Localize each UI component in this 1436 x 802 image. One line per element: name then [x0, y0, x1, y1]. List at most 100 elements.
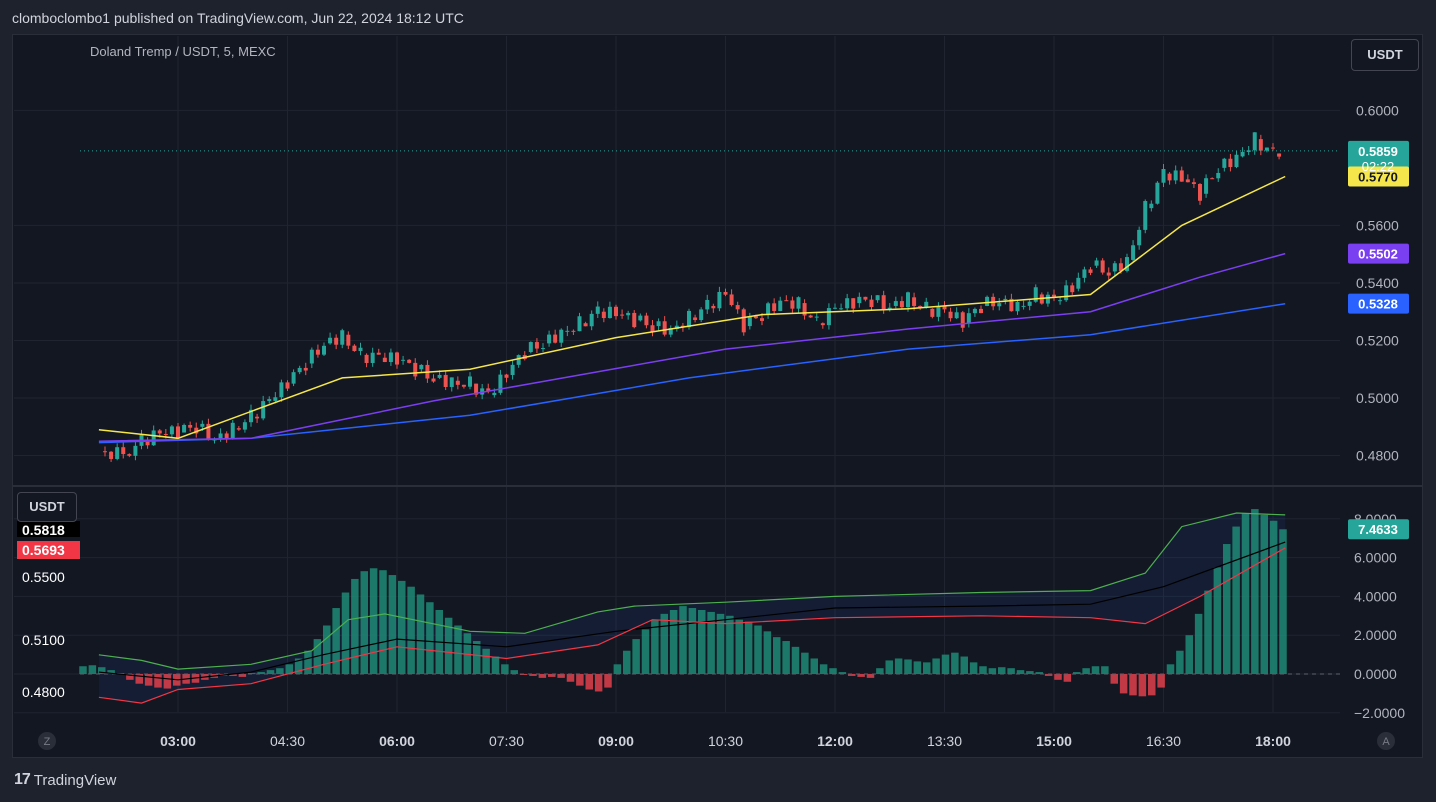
- a-button[interactable]: [1377, 732, 1395, 750]
- lower-currency-button[interactable]: USDT: [17, 492, 77, 522]
- candle-body: [626, 312, 631, 316]
- candle-body: [729, 294, 734, 306]
- candle-body: [1228, 158, 1233, 168]
- candle-body: [504, 374, 509, 378]
- histogram-bar: [416, 594, 425, 674]
- histogram-bar: [1176, 650, 1184, 674]
- candle-body: [717, 291, 722, 309]
- candle-body: [583, 323, 588, 327]
- histogram-bar: [323, 625, 331, 674]
- histogram-bar: [444, 617, 453, 674]
- histogram-bar: [135, 674, 143, 684]
- candle-body: [115, 447, 120, 459]
- candle-body: [954, 312, 959, 319]
- candle-body: [103, 451, 107, 453]
- histogram-bar: [566, 674, 575, 682]
- candle-body: [1131, 245, 1136, 260]
- candle-body: [972, 308, 977, 314]
- currency-button[interactable]: USDT: [1351, 39, 1419, 71]
- candle-body: [1161, 169, 1166, 183]
- candle-body: [1106, 272, 1111, 276]
- histogram-bar: [557, 674, 565, 678]
- histogram-bar: [829, 668, 837, 674]
- candle-body: [322, 345, 326, 355]
- histogram-bar: [707, 611, 715, 674]
- candle-body: [936, 306, 941, 317]
- osc-y-tick-label: 0.0000: [1354, 666, 1397, 682]
- candle-body: [1027, 301, 1032, 306]
- histogram-bar: [1138, 674, 1147, 697]
- histogram-bar: [1082, 668, 1090, 674]
- candle-body: [188, 424, 193, 428]
- histogram-bar: [1119, 674, 1128, 694]
- candle-body: [699, 309, 704, 321]
- left-scale-bg: [17, 541, 80, 559]
- histogram-bar: [763, 631, 772, 674]
- candle-body: [881, 295, 886, 310]
- candle-body: [1021, 305, 1026, 307]
- candle-body: [547, 334, 552, 344]
- candle-body: [1070, 285, 1075, 293]
- histogram-bar: [369, 568, 378, 674]
- x-tick-label: 06:00: [379, 733, 415, 749]
- x-tick-label: 04:30: [270, 733, 305, 749]
- candle-body: [492, 392, 497, 396]
- histogram-bar: [1223, 544, 1231, 674]
- candle-body: [1240, 151, 1245, 157]
- histogram-bar: [960, 656, 968, 674]
- candle-body: [784, 300, 789, 302]
- histogram-bar: [1232, 526, 1240, 674]
- histogram-bar: [754, 625, 762, 674]
- candle-body: [790, 300, 795, 309]
- candle-body: [808, 315, 813, 318]
- candle-body: [753, 316, 758, 319]
- a-button-label: A: [1382, 736, 1390, 748]
- histogram-bar: [1194, 613, 1203, 674]
- candle-body: [1015, 301, 1020, 312]
- histogram-bar: [1279, 529, 1287, 674]
- candle-body: [887, 307, 892, 310]
- candle-body: [255, 416, 260, 419]
- osc-y-tick-label: 2.0000: [1354, 627, 1397, 643]
- histogram-bar: [144, 674, 153, 686]
- candle-body: [687, 310, 691, 328]
- upper-band-line: [98, 512, 1286, 670]
- candle-body: [820, 323, 825, 326]
- footer-brand: TradingView: [33, 771, 117, 789]
- candle-body: [358, 347, 363, 352]
- histogram-bar: [594, 674, 603, 692]
- candle-body: [766, 303, 771, 315]
- candle-body: [778, 300, 783, 311]
- histogram-bar: [276, 668, 284, 674]
- histogram-bar: [238, 674, 247, 677]
- x-tick-label: 09:00: [598, 733, 634, 749]
- symbol-title: Doland Tremp / USDT, 5, MEXC: [90, 44, 276, 59]
- candle-body: [735, 305, 740, 310]
- histogram-bar: [1035, 672, 1043, 674]
- osc-y-tick-label: −2.0000: [1354, 705, 1405, 721]
- histogram-bar: [154, 674, 162, 688]
- histogram-bar: [529, 674, 537, 676]
- histogram-bar: [801, 652, 809, 674]
- candle-body: [1173, 170, 1178, 181]
- histogram-bar: [360, 571, 368, 674]
- left-scale-label: 0.5100: [22, 632, 65, 648]
- y-tick-label: 0.6000: [1356, 102, 1399, 118]
- candle-body: [1143, 201, 1148, 230]
- tradingview-logo-icon: 17: [14, 771, 31, 788]
- candle-body: [638, 315, 643, 321]
- histogram-bar: [885, 660, 893, 674]
- candle-body: [486, 388, 491, 391]
- histogram-bar: [1157, 674, 1165, 688]
- z-button[interactable]: [38, 732, 56, 750]
- candle-body: [839, 308, 844, 310]
- candle-body: [960, 312, 965, 328]
- candle-body: [705, 299, 710, 310]
- candle-body: [194, 427, 199, 434]
- left-scale-label: 0.5818: [22, 522, 65, 538]
- histogram-bar: [932, 658, 940, 674]
- candle-body: [303, 367, 308, 371]
- histogram-bar: [341, 592, 350, 674]
- candle-body: [364, 354, 369, 363]
